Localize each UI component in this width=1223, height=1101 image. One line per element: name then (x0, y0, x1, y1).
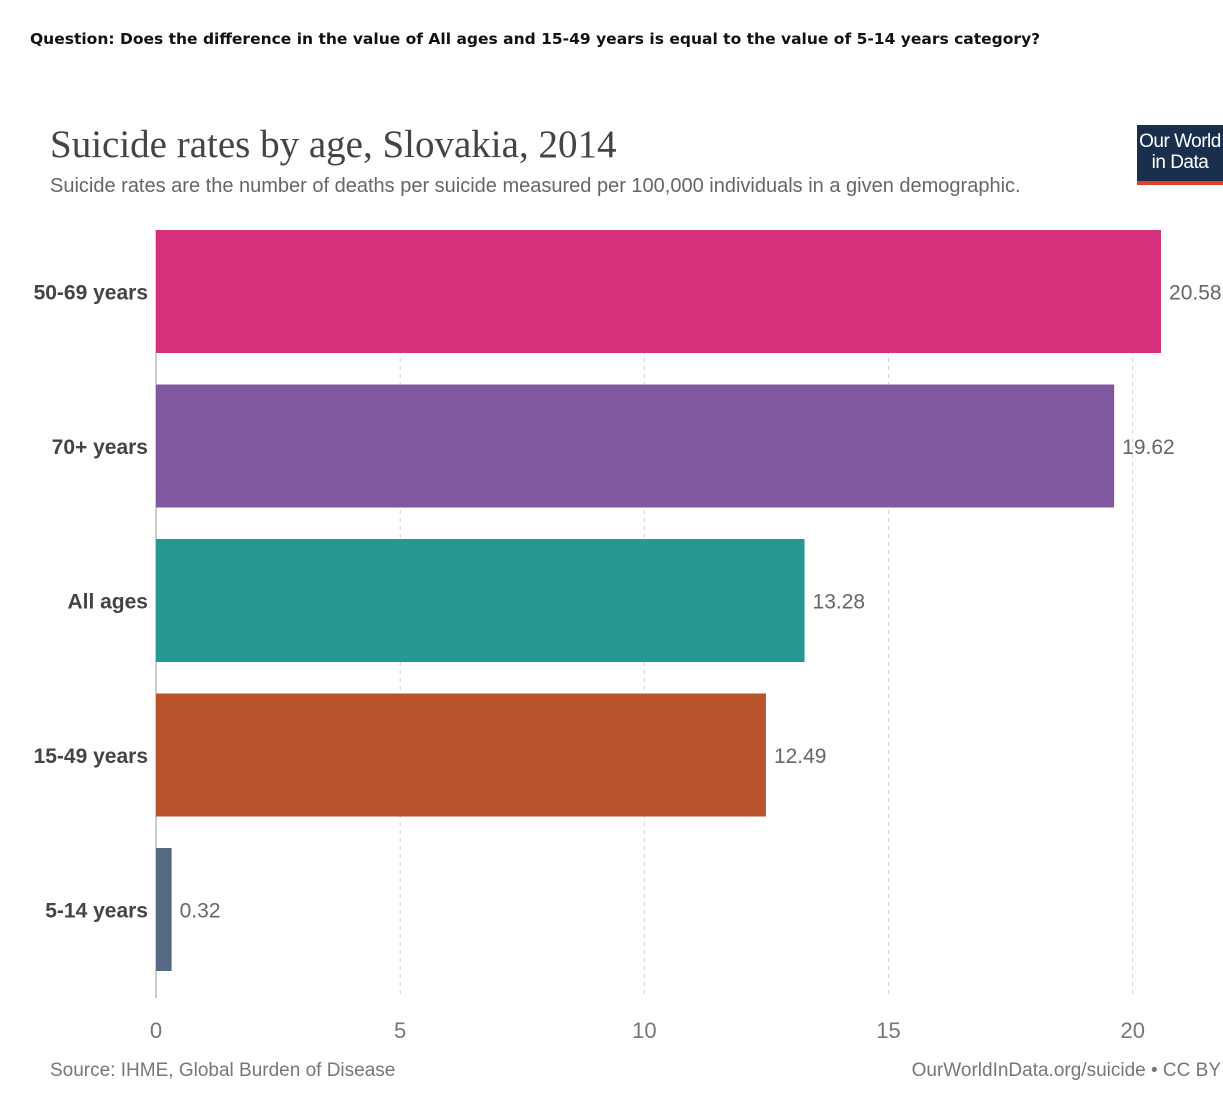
x-tick-label: 5 (394, 1018, 406, 1043)
bar-5 (156, 848, 172, 971)
chart-subtitle: Suicide rates are the number of deaths p… (50, 175, 1021, 197)
category-label: 70+ years (52, 436, 148, 459)
logo-line-2: in Data (1151, 152, 1209, 173)
value-label: 0.32 (180, 900, 221, 923)
owid-logo[interactable]: Our World in Data (1137, 125, 1223, 185)
x-tick-label: 15 (876, 1018, 900, 1043)
category-label: All ages (67, 591, 148, 614)
value-label: 12.49 (774, 745, 827, 768)
x-tick-label: 10 (632, 1018, 656, 1043)
bar-1 (156, 230, 1162, 353)
value-label: 19.62 (1122, 436, 1175, 459)
question-text: Question: Does the difference in the val… (30, 30, 1041, 48)
source-text: Source: IHME, Global Burden of Disease (50, 1060, 396, 1081)
credit-link[interactable]: OurWorldInData.org/suicide • CC BY (911, 1060, 1221, 1081)
category-label: 5-14 years (45, 900, 148, 923)
bar-4 (156, 693, 766, 817)
bar-3 (156, 539, 805, 662)
category-label: 15-49 years (34, 745, 148, 768)
value-label: 13.28 (813, 591, 866, 614)
bar-2 (156, 384, 1115, 508)
x-tick-label: 0 (150, 1018, 162, 1043)
x-tick-label: 20 (1120, 1018, 1144, 1043)
value-label: 20.58 (1169, 282, 1222, 305)
category-label: 50-69 years (34, 282, 148, 305)
logo-line-1: Our World (1139, 131, 1221, 152)
chart-title: Suicide rates by age, Slovakia, 2014 (50, 123, 617, 166)
